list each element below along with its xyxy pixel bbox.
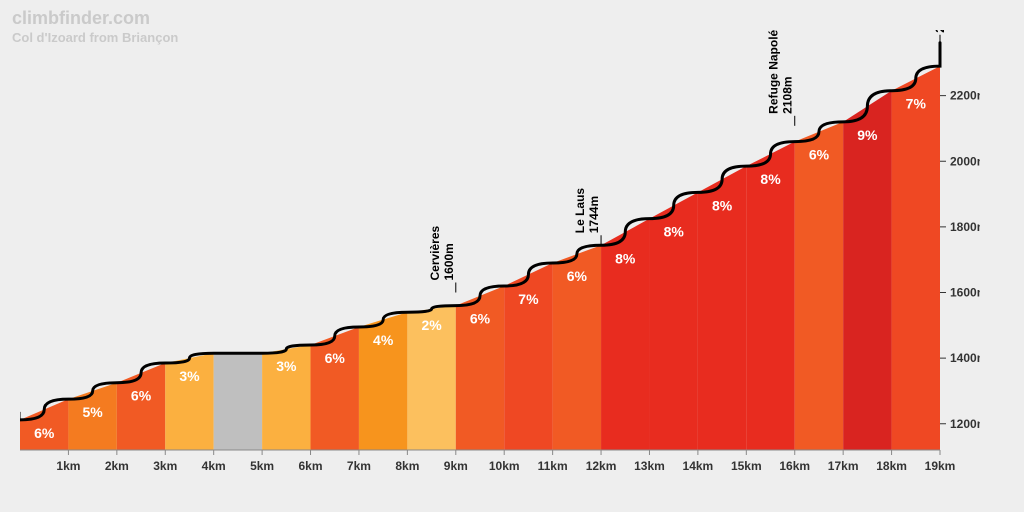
poi-name-label: Le Laus bbox=[573, 188, 587, 234]
poi-elev-label: 1744m bbox=[587, 196, 601, 233]
gradient-bar bbox=[843, 91, 891, 450]
gradient-label: 3% bbox=[276, 358, 297, 374]
x-tick-label: 6km bbox=[299, 459, 323, 473]
gradient-label: 8% bbox=[664, 224, 685, 240]
x-tick-label: 11km bbox=[538, 459, 568, 473]
gradient-bar bbox=[746, 142, 794, 450]
watermark-site: climbfinder.com bbox=[12, 8, 178, 30]
poi-elev-label: 2361m bbox=[933, 30, 947, 33]
x-tick-label: 10km bbox=[489, 459, 520, 473]
gradient-label: 7% bbox=[518, 291, 539, 307]
gradient-label: 6% bbox=[567, 268, 588, 284]
gradient-bar bbox=[214, 353, 262, 450]
gradient-label: 7% bbox=[906, 96, 927, 112]
gradient-label: 6% bbox=[131, 388, 152, 404]
elevation-chart: 1200m 1400m 1600m 1800m 2000m 2200m 6% 5% 6% 3% 3%… bbox=[20, 30, 980, 480]
y-tick-label: 1200m bbox=[950, 417, 980, 431]
x-tick-label: 7km bbox=[347, 459, 371, 473]
x-tick-label: 15km bbox=[731, 459, 762, 473]
x-tick-label: 14km bbox=[683, 459, 714, 473]
poi-name-label: Refuge Napoléon bbox=[767, 30, 781, 114]
y-tick-label: 2200m bbox=[950, 89, 980, 103]
gradient-label: 6% bbox=[325, 350, 346, 366]
x-tick-label: 8km bbox=[395, 459, 419, 473]
gradient-bar bbox=[892, 66, 940, 450]
y-tick-label: 1400m bbox=[950, 351, 980, 365]
gradient-label: 8% bbox=[760, 171, 781, 187]
gradient-label: 9% bbox=[857, 127, 878, 143]
gradient-label: 2% bbox=[421, 317, 442, 333]
gradient-label: 6% bbox=[470, 311, 491, 327]
poi-elev-label: 2108m bbox=[781, 76, 795, 113]
gradient-label: 5% bbox=[83, 404, 104, 420]
x-tick-label: 1km bbox=[56, 459, 80, 473]
poi-elev-label: 1600m bbox=[442, 243, 456, 280]
x-tick-label: 13km bbox=[634, 459, 665, 473]
x-tick-label: 4km bbox=[202, 459, 226, 473]
x-tick-label: 12km bbox=[586, 459, 617, 473]
x-tick-label: 18km bbox=[876, 459, 907, 473]
y-tick-label: 1600m bbox=[950, 286, 980, 300]
elevation-svg: 1200m 1400m 1600m 1800m 2000m 2200m 6% 5% 6% 3% 3%… bbox=[20, 30, 980, 480]
poi-name-label: Cervières bbox=[428, 225, 442, 280]
x-tick-label: 3km bbox=[153, 459, 177, 473]
gradient-label: 3% bbox=[179, 368, 200, 384]
gradient-label: 6% bbox=[809, 147, 830, 163]
gradient-bar bbox=[795, 122, 843, 450]
x-tick-label: 2km bbox=[105, 459, 129, 473]
y-tick-label: 1800m bbox=[950, 220, 980, 234]
gradient-label: 8% bbox=[615, 250, 636, 266]
x-tick-label: 5km bbox=[250, 459, 274, 473]
gradient-label: 4% bbox=[373, 332, 394, 348]
x-tick-label: 19km bbox=[925, 459, 956, 473]
x-tick-label: 17km bbox=[828, 459, 859, 473]
y-tick-label: 2000m bbox=[950, 154, 980, 168]
x-tick-label: 16km bbox=[779, 459, 810, 473]
x-tick-label: 9km bbox=[444, 459, 468, 473]
gradient-label: 6% bbox=[34, 425, 55, 441]
gradient-label: 8% bbox=[712, 197, 733, 213]
